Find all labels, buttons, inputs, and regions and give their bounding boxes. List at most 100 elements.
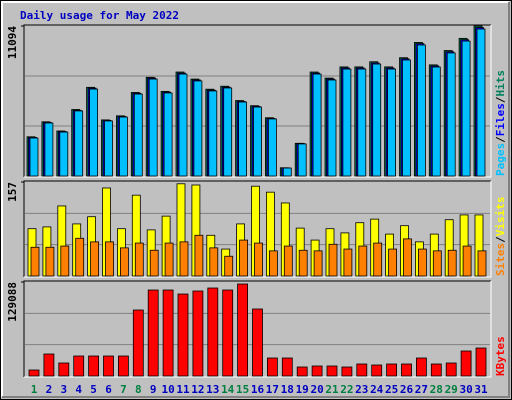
bar	[60, 245, 70, 277]
plot-bevel-dark	[23, 280, 491, 377]
bar	[328, 243, 338, 277]
bar	[178, 73, 188, 177]
x-tick-label: 21	[325, 383, 339, 396]
x-tick-label: 27	[415, 383, 428, 396]
x-tick-label: 6	[105, 383, 112, 396]
x-tick-label: 16	[251, 383, 265, 396]
bar	[209, 247, 219, 277]
bar	[103, 355, 114, 377]
bar	[59, 131, 69, 177]
x-tick-label: 8	[135, 383, 142, 396]
bar	[386, 363, 398, 377]
legend: Pages/Files/Hits	[494, 70, 507, 176]
x-tick-label: 13	[206, 383, 219, 396]
plot-bevel-light	[24, 281, 492, 378]
bar	[357, 68, 367, 177]
bar	[75, 237, 85, 277]
legend-separator: /	[494, 96, 507, 103]
legend: KBytes	[494, 336, 507, 376]
bar	[297, 143, 307, 177]
y-tick-label: 11094	[6, 26, 19, 59]
legend-entry: Files	[494, 103, 507, 136]
bar	[296, 366, 308, 377]
x-tick-label: 11	[176, 383, 190, 396]
x-tick-label: 31	[474, 383, 488, 396]
bar	[134, 242, 144, 277]
bar	[164, 242, 174, 277]
bar	[343, 248, 353, 277]
bar	[417, 248, 427, 277]
bar	[460, 350, 472, 377]
bar	[118, 355, 129, 377]
bar	[371, 364, 383, 377]
bar	[162, 289, 174, 377]
x-tick-label: 3	[60, 383, 67, 396]
chart-title: Daily usage for May 2022	[20, 9, 179, 22]
bar	[74, 110, 84, 177]
bar	[342, 68, 352, 177]
bar	[283, 245, 293, 277]
bar	[58, 362, 70, 377]
bar	[326, 365, 338, 377]
x-tick-label: 30	[459, 383, 472, 396]
x-tick-label: 9	[150, 383, 157, 396]
legend-entry: Hits	[494, 70, 507, 97]
bar	[445, 362, 457, 377]
bar	[192, 290, 204, 377]
bar	[401, 363, 412, 377]
bar	[430, 363, 442, 377]
bar	[90, 241, 99, 277]
bar	[119, 116, 128, 177]
x-tick-label: 26	[400, 383, 414, 396]
bar	[447, 249, 457, 277]
bar	[268, 250, 278, 277]
bar	[238, 101, 248, 177]
bar	[358, 245, 368, 277]
bar	[208, 90, 218, 177]
bar	[45, 246, 55, 277]
bar	[207, 287, 219, 377]
bar	[30, 246, 40, 277]
bar	[266, 357, 278, 377]
bar	[148, 78, 158, 177]
bar	[281, 357, 293, 377]
x-tick-label: 7	[120, 383, 127, 396]
y-tick-label: 129088	[6, 282, 19, 322]
bar	[253, 106, 262, 177]
x-tick-label: 12	[191, 383, 204, 396]
x-tick-label: 28	[430, 383, 443, 396]
bar	[298, 249, 308, 277]
bar	[28, 369, 40, 377]
bar	[431, 66, 441, 177]
bar	[313, 250, 323, 277]
legend-entry: KBytes	[494, 336, 507, 376]
bar	[222, 289, 234, 377]
bar	[149, 249, 159, 277]
x-tick-label: 4	[75, 383, 82, 396]
plot-bevel-dark	[23, 24, 491, 177]
x-tick-label: 17	[266, 383, 279, 396]
x-tick-label: 15	[236, 383, 249, 396]
x-tick-label: 24	[370, 383, 384, 396]
legend-entry: Pages	[494, 143, 507, 176]
bar	[29, 137, 39, 177]
bar	[475, 347, 487, 377]
bar	[341, 366, 353, 377]
bar	[476, 28, 486, 177]
bar	[224, 255, 234, 277]
bar	[105, 241, 114, 277]
bar	[446, 52, 456, 177]
x-tick-label: 29	[445, 383, 458, 396]
bar	[402, 59, 411, 177]
bar	[252, 308, 263, 377]
bar	[223, 87, 233, 177]
x-tick-label: 2	[46, 383, 53, 396]
bar	[327, 79, 337, 177]
bar	[88, 355, 99, 377]
y-tick-label: 157	[6, 182, 19, 202]
bar	[132, 309, 144, 377]
legend: Sites/Visits	[494, 197, 507, 277]
bar	[477, 250, 487, 277]
